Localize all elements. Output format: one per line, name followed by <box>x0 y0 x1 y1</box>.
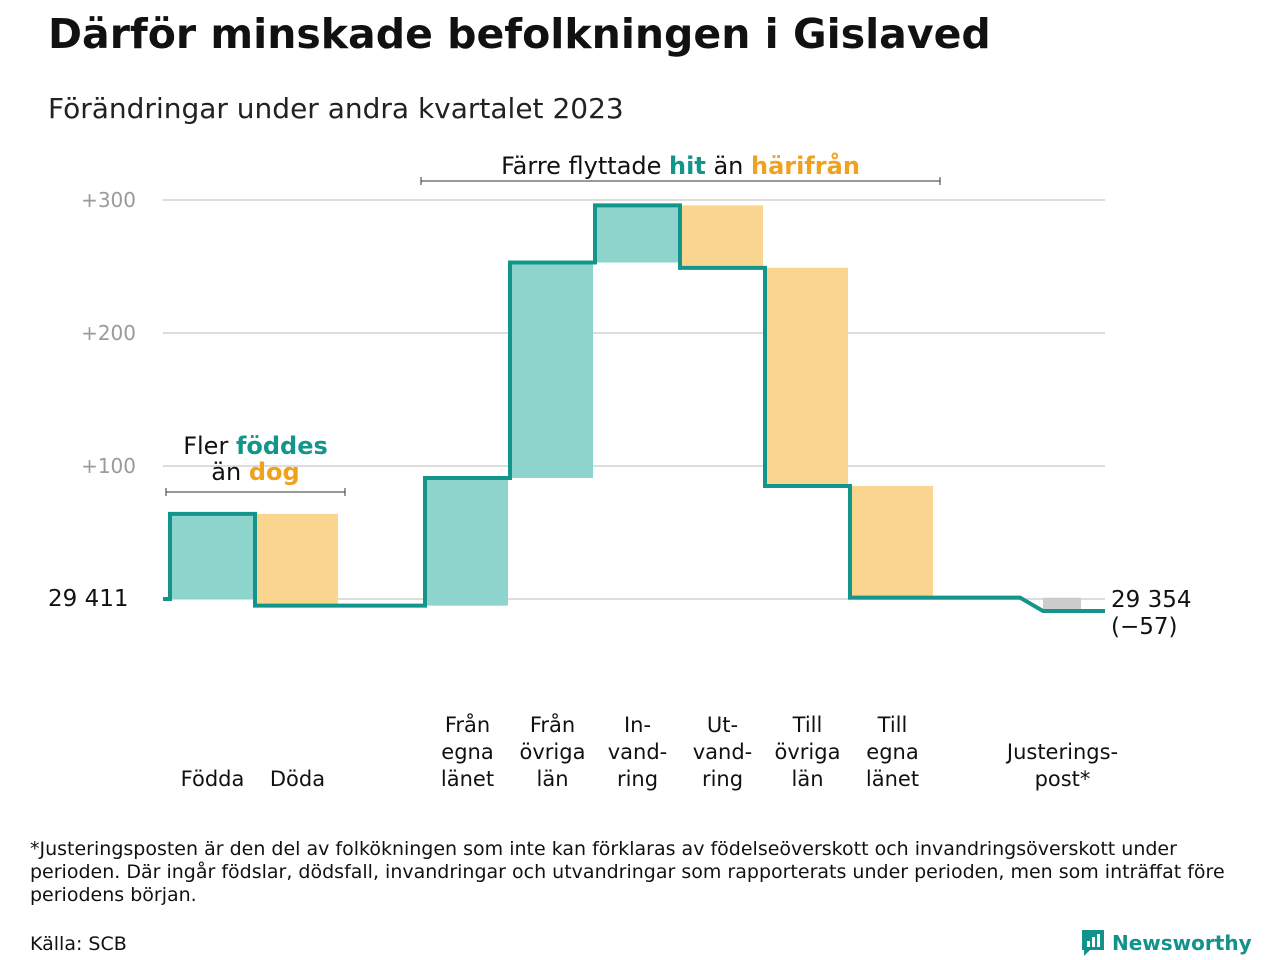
category-label: egna <box>866 740 918 764</box>
category-label: Döda <box>270 767 325 791</box>
y-axis-ticks: +100 +200 +300 <box>81 188 136 478</box>
bar <box>767 267 848 486</box>
bar <box>682 205 763 268</box>
category-label: egna <box>441 740 493 764</box>
category-label: länet <box>441 767 494 791</box>
running-total-path <box>163 203 1105 613</box>
end-change-label: (−57) <box>1111 614 1177 640</box>
value-labels: 29 411 29 354(−57) <box>48 586 1191 640</box>
chart-title: Därför minskade befolkningen i Gislaved <box>48 10 991 58</box>
brand-name: Newsworthy <box>1112 931 1252 955</box>
y-tick-label: +100 <box>81 454 136 478</box>
running-total-line <box>163 203 1105 613</box>
annotation-segment: än <box>211 458 249 486</box>
newsworthy-logo-icon <box>1082 930 1104 956</box>
y-tick-label: +300 <box>81 188 136 212</box>
bar <box>257 513 338 606</box>
category-label: Från <box>445 712 490 737</box>
category-label: länet <box>866 767 919 791</box>
annotation-segment: än <box>706 152 751 180</box>
category-label: vand- <box>693 740 753 764</box>
source-note: Källa: SCB <box>30 933 127 955</box>
category-label: ring <box>702 767 743 791</box>
waterfall-chart: +100 +200 +300 Födda Döda Från egna länet Från ö… <box>48 151 1191 791</box>
bar <box>597 205 678 263</box>
category-label: Till <box>792 713 823 737</box>
category-label: In- <box>624 713 651 737</box>
annotation-segment: härifrån <box>751 151 860 180</box>
start-value-label: 29 411 <box>48 586 128 612</box>
bar <box>512 262 593 478</box>
bar <box>852 485 933 598</box>
bars <box>172 205 1081 611</box>
category-label: post* <box>1035 767 1091 791</box>
annotation-text: Fler föddes <box>183 432 328 460</box>
category-label: övriga <box>775 740 841 764</box>
annotation-text: än dog <box>211 458 299 486</box>
end-value-label: 29 354 <box>1111 587 1191 613</box>
brand-logo[interactable]: Newsworthy <box>1080 928 1252 958</box>
category-labels: Födda Döda Från egna länet Från övriga län In-va… <box>181 712 1118 791</box>
bar <box>172 513 253 599</box>
category-label: ring <box>617 767 658 791</box>
category-label: Från <box>530 712 575 737</box>
annotation-segment: föddes <box>236 432 328 460</box>
category-label: län <box>536 767 568 791</box>
category-label: vand- <box>608 740 668 764</box>
category-label: län <box>791 767 823 791</box>
category-label: Till <box>877 713 908 737</box>
category-label: Ut- <box>707 713 738 737</box>
category-label: Födda <box>181 767 245 791</box>
chart-subtitle: Förändringar under andra kvartalet 2023 <box>48 92 624 125</box>
annotation-text: Färre flyttade hit än härifrån <box>501 151 860 180</box>
bar <box>427 477 508 606</box>
annotation-segment: Fler <box>183 432 236 460</box>
annotation-segment: dog <box>249 458 300 486</box>
annotation-segment: hit <box>669 152 706 180</box>
category-label: Justerings- <box>1005 740 1118 764</box>
y-tick-label: +200 <box>81 321 136 345</box>
annotation-segment: Färre flyttade <box>501 152 669 180</box>
bar <box>1043 597 1081 611</box>
category-label: övriga <box>520 740 586 764</box>
footnote: *Justeringsposten är den del av folkökni… <box>30 838 1225 906</box>
